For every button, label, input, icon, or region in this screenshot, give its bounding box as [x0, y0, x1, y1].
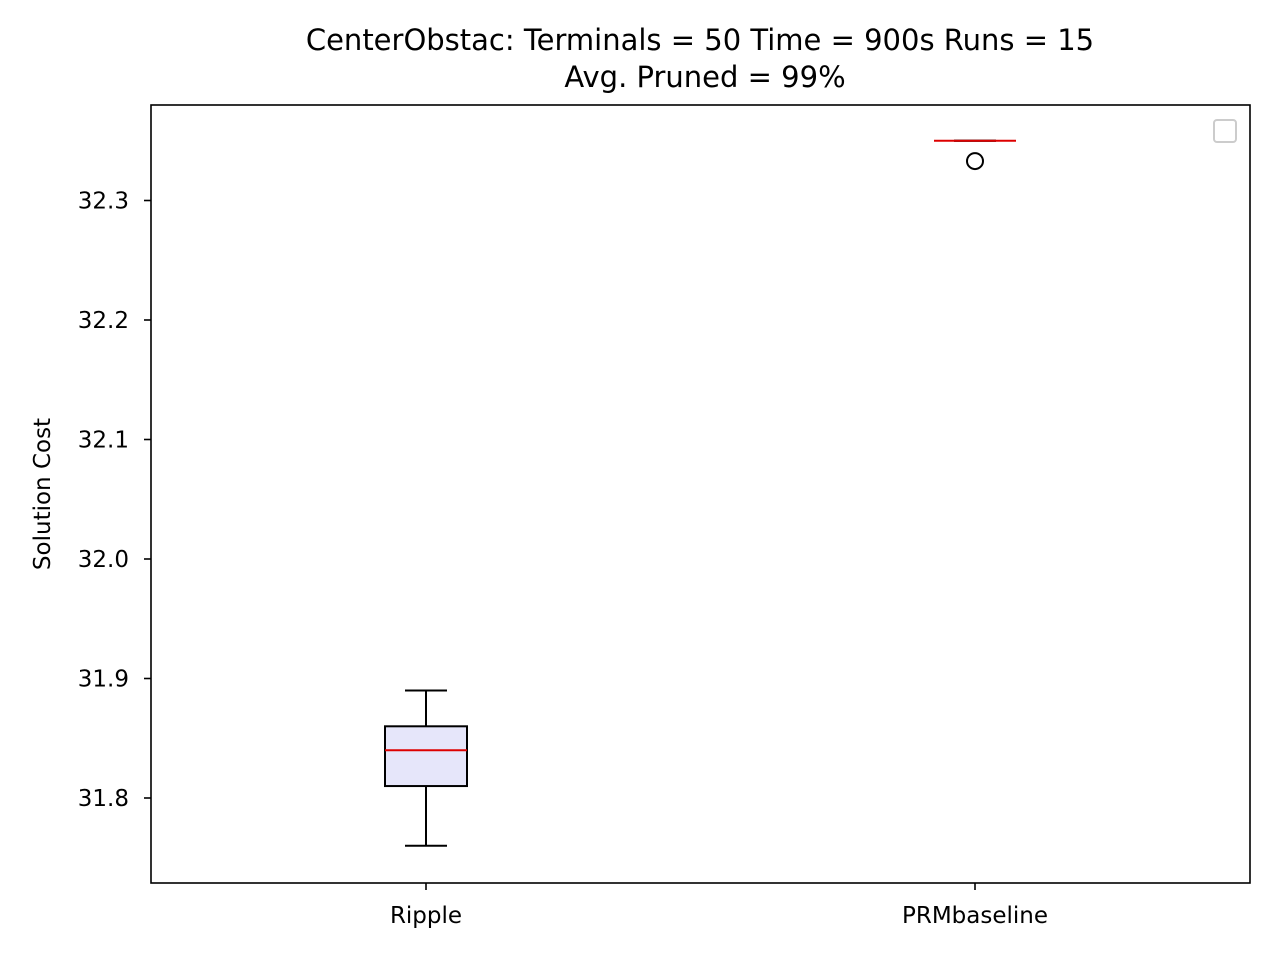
- y-tick-label: 32.0: [78, 547, 129, 573]
- outlier-point: [966, 152, 984, 171]
- x-tick-label: PRMbaseline: [902, 903, 1048, 929]
- chart-title: CenterObstac: Terminals = 50 Time = 900s…: [306, 23, 1094, 57]
- y-tick-label: 31.8: [78, 786, 129, 812]
- boxplot-group: [384, 139, 1016, 847]
- y-tick-label: 31.9: [78, 667, 129, 693]
- legend-box: [1213, 119, 1237, 143]
- y-tick-label: 32.3: [78, 189, 129, 215]
- y-tick-label: 32.1: [78, 428, 129, 454]
- plot-area: [150, 104, 1251, 884]
- y-axis: 31.8 31.9 32.0 32.1 32.2 32.3: [78, 189, 151, 812]
- box-iqr: [384, 725, 468, 788]
- x-axis: Ripple PRMbaseline: [390, 883, 1048, 929]
- y-tick-label: 32.2: [78, 308, 129, 334]
- chart-subtitle: Avg. Pruned = 99%: [564, 60, 845, 94]
- y-axis-label: Solution Cost: [30, 418, 56, 570]
- x-tick-label: Ripple: [390, 903, 462, 929]
